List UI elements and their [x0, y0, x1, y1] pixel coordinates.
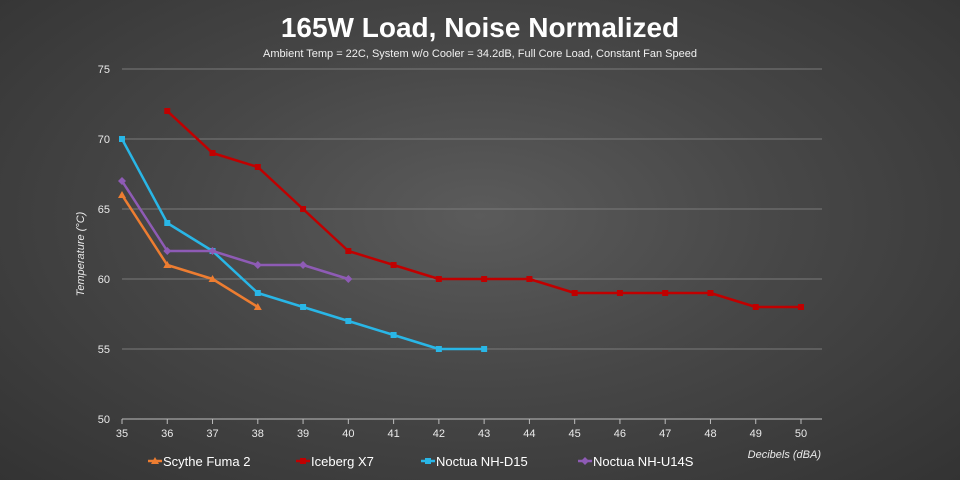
- x-axis-title: Decibels (dBA): [748, 449, 822, 461]
- data-point-iceberg-x7: [209, 150, 216, 156]
- data-point-iceberg-x7: [571, 290, 578, 296]
- chart-title: 165W Load, Noise Normalized: [280, 12, 680, 43]
- data-point-noctua-nh-u14s: [344, 275, 353, 283]
- series-line-noctua-nh-d15: [120, 138, 485, 351]
- data-point-noctua-nh-d15: [254, 290, 261, 296]
- x-tick-label: 45: [569, 428, 581, 440]
- data-point-iceberg-x7: [435, 276, 442, 282]
- series-noctua-nh-d15: [119, 136, 488, 352]
- data-point-iceberg-x7: [616, 290, 623, 296]
- series-lines: [118, 108, 804, 352]
- x-tick-label: 43: [478, 428, 490, 440]
- data-point-noctua-nh-d15: [345, 318, 352, 324]
- y-tick-label: 55: [98, 344, 110, 356]
- data-point-iceberg-x7: [164, 108, 171, 114]
- data-point-noctua-nh-d15: [390, 332, 397, 338]
- series-scythe-fuma-2: [118, 191, 262, 310]
- data-point-iceberg-x7: [662, 290, 669, 296]
- gridlines: [122, 68, 822, 350]
- series-iceberg-x7: [164, 108, 804, 310]
- data-point-iceberg-x7: [254, 164, 261, 170]
- data-point-scythe-fuma-2: [118, 191, 126, 198]
- legend-marker: [581, 457, 589, 465]
- legend-marker: [425, 458, 431, 464]
- data-point-noctua-nh-d15: [435, 346, 442, 352]
- data-point-iceberg-x7: [707, 290, 714, 296]
- legend-item-scythe-fuma-2: Scythe Fuma 2: [148, 454, 250, 469]
- data-point-iceberg-x7: [300, 206, 307, 212]
- x-tick-labels: 35 36 37 38 39 40 41 42 43 44 45 46 47 48 49 50: [116, 419, 807, 440]
- series-line-scythe-fuma-2: [120, 194, 259, 309]
- data-point-noctua-nh-u14s: [163, 247, 172, 255]
- x-tick-label: 48: [704, 428, 716, 440]
- data-point-noctua-nh-u14s: [208, 247, 217, 255]
- x-tick-label: 40: [342, 428, 354, 440]
- legend-label: Iceberg X7: [311, 454, 374, 469]
- x-tick-label: 46: [614, 428, 626, 440]
- data-point-iceberg-x7: [798, 304, 804, 310]
- x-tick-label: 35: [116, 428, 128, 440]
- x-tick-label: 41: [387, 428, 399, 440]
- legend-marker: [151, 457, 159, 464]
- data-point-noctua-nh-d15: [119, 136, 125, 142]
- data-point-iceberg-x7: [752, 304, 759, 310]
- data-point-scythe-fuma-2: [253, 303, 262, 310]
- data-point-noctua-nh-d15: [481, 346, 488, 352]
- x-tick-label: 39: [297, 428, 309, 440]
- legend-label: Scythe Fuma 2: [163, 454, 250, 469]
- data-point-noctua-nh-d15: [164, 220, 171, 226]
- y-tick-label: 65: [98, 204, 110, 216]
- y-axis-title: Temperature (°C): [75, 211, 87, 296]
- x-tick-label: 50: [795, 428, 807, 440]
- y-tick-label: 50: [98, 414, 110, 426]
- y-tick-label: 75: [98, 64, 110, 76]
- data-point-iceberg-x7: [345, 248, 352, 254]
- legend-label: Noctua NH-U14S: [593, 454, 694, 469]
- data-point-iceberg-x7: [390, 262, 397, 268]
- data-point-scythe-fuma-2: [208, 275, 217, 282]
- x-tick-label: 44: [523, 428, 535, 440]
- legend-item-noctua-nh-u14s: Noctua NH-U14S: [578, 454, 694, 469]
- data-point-noctua-nh-u14s: [299, 261, 308, 269]
- y-tick-labels: 50 55 60 65 70 75: [98, 64, 110, 426]
- data-point-iceberg-x7: [481, 276, 488, 282]
- series-line-noctua-nh-u14s: [120, 180, 349, 281]
- chart-subtitle: Ambient Temp = 22C, System w/o Cooler = …: [263, 48, 697, 60]
- y-tick-label: 60: [98, 274, 110, 286]
- legend: Scythe Fuma 2 Iceberg X7 Noctua NH-D15 Noct…: [148, 454, 694, 469]
- data-point-noctua-nh-u14s: [118, 177, 126, 185]
- legend-item-iceberg-x7: Iceberg X7: [296, 454, 374, 469]
- series-noctua-nh-u14s: [118, 177, 353, 283]
- x-tick-label: 36: [161, 428, 173, 440]
- data-point-noctua-nh-d15: [300, 304, 307, 310]
- data-point-noctua-nh-u14s: [253, 261, 262, 269]
- x-tick-label: 49: [750, 428, 762, 440]
- y-tick-label: 70: [98, 134, 110, 146]
- x-tick-label: 38: [252, 428, 264, 440]
- x-tick-label: 47: [659, 428, 671, 440]
- data-point-iceberg-x7: [526, 276, 533, 282]
- legend-item-noctua-nh-d15: Noctua NH-D15: [421, 454, 528, 469]
- x-tick-label: 37: [206, 428, 218, 440]
- legend-label: Noctua NH-D15: [436, 454, 528, 469]
- data-point-scythe-fuma-2: [163, 261, 172, 268]
- x-tick-label: 42: [433, 428, 445, 440]
- legend-marker: [300, 458, 306, 464]
